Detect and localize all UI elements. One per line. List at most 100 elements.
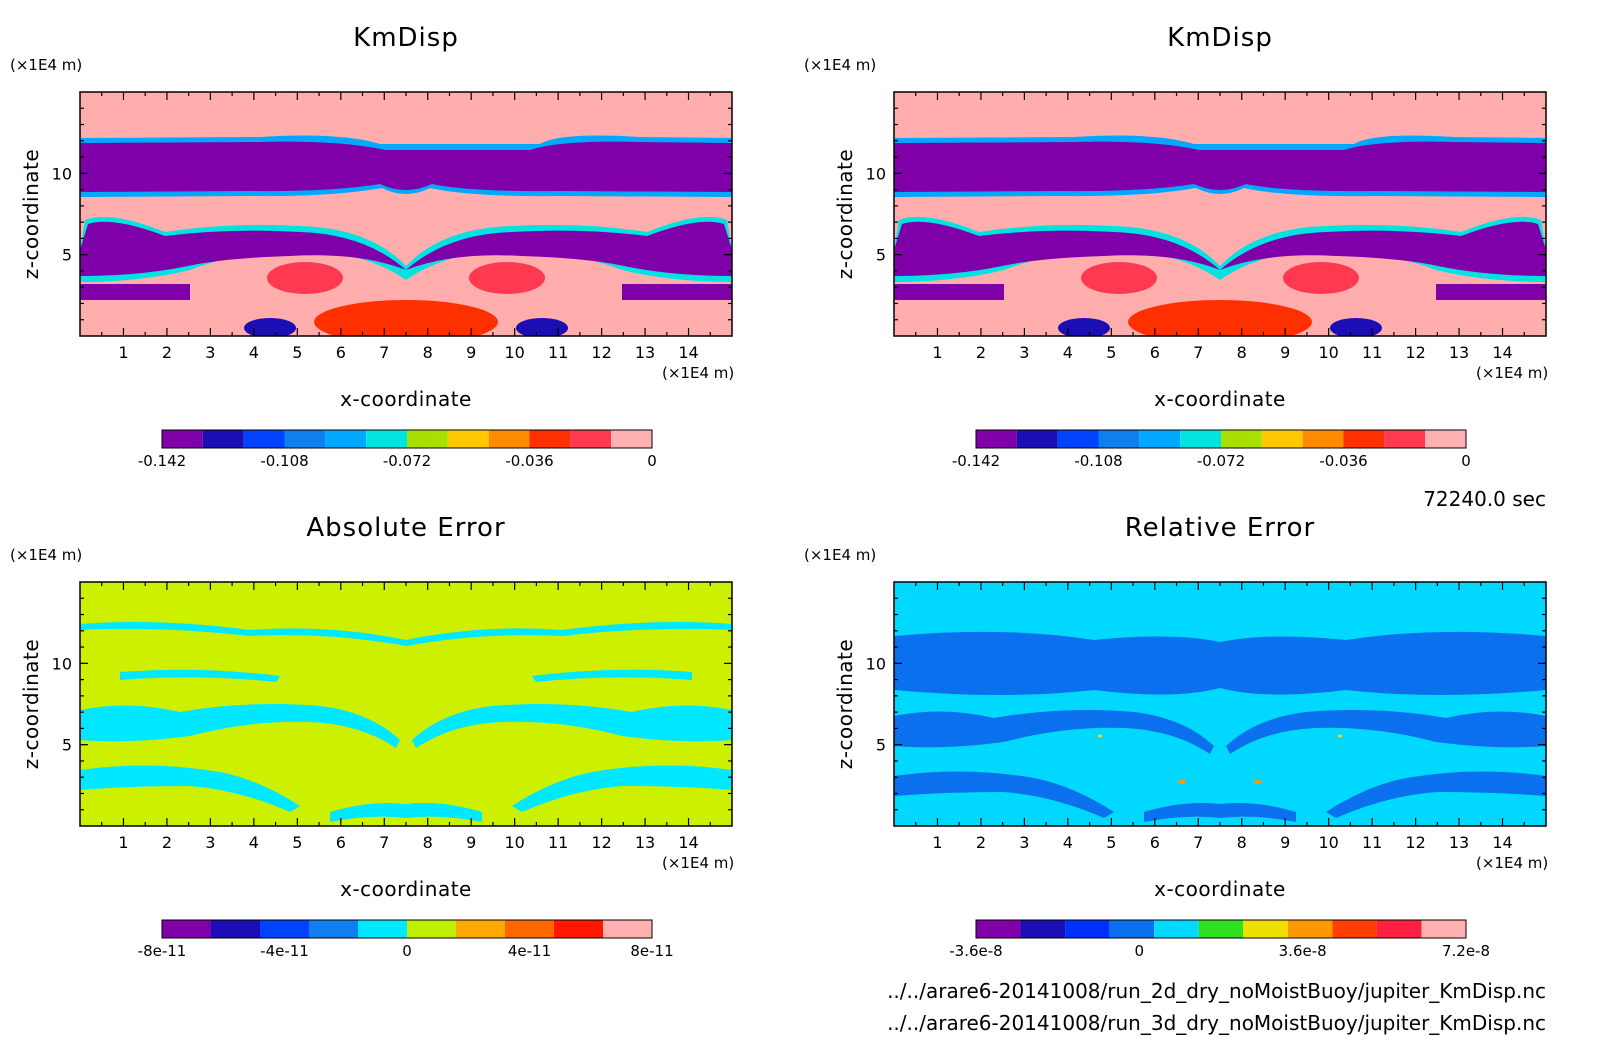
colorbar-label: -4e-11 <box>260 942 309 960</box>
field-low-band-left <box>80 284 190 300</box>
heatmap-field <box>80 582 732 826</box>
panel-title: KmDisp <box>1167 23 1273 53</box>
x-tick-label: 12 <box>591 833 611 852</box>
field-spot-yellow-left <box>1098 734 1102 738</box>
x-tick-label: 5 <box>292 833 302 852</box>
colorbar-frame <box>161 429 653 449</box>
x-tick-label: 4 <box>1063 833 1073 852</box>
colorbar-swatch <box>1376 920 1422 938</box>
y-tick-label: 5 <box>62 246 72 265</box>
colorbar-label: 0 <box>647 452 657 470</box>
y-unit-label: (×1E4 m) <box>10 546 82 564</box>
colorbar-label: 3.6e-8 <box>1279 942 1327 960</box>
colorbar-swatch <box>976 430 1017 448</box>
colorbar-swatch <box>325 430 367 448</box>
x-tick-label: 10 <box>1318 343 1338 362</box>
colorbar-swatch <box>1057 430 1099 448</box>
x-tick-label: 6 <box>1150 343 1160 362</box>
x-tick-label: 11 <box>548 833 568 852</box>
colorbar-swatch <box>488 430 530 448</box>
colorbar-label: 0 <box>1461 452 1471 470</box>
x-axis-label: x-coordinate <box>340 387 472 411</box>
x-tick-label: 9 <box>1280 833 1290 852</box>
field-patch-low-left <box>80 765 300 812</box>
y-tick-label: 10 <box>52 654 72 673</box>
field-upper-band <box>80 141 732 192</box>
field-mid-lobe-left <box>894 221 1220 276</box>
x-tick-label: 9 <box>466 343 476 362</box>
colorbar-swatch <box>407 920 456 938</box>
y-unit-label: (×1E4 m) <box>804 546 876 564</box>
x-tick-label: 10 <box>1318 833 1338 852</box>
field-low-band-left <box>894 284 1004 300</box>
field-patch-upper <box>894 631 1546 695</box>
colorbar-swatch <box>1154 920 1199 938</box>
colorbar-swatch <box>611 430 652 448</box>
x-tick-label: 10 <box>504 343 524 362</box>
x-axis-label: x-coordinate <box>1154 387 1286 411</box>
field-patch-mid-band <box>120 669 692 682</box>
x-tick-label: 2 <box>976 833 986 852</box>
x-tick-label: 12 <box>1405 833 1425 852</box>
colorbar-label: -0.142 <box>952 452 1000 470</box>
x-tick-label: 2 <box>976 343 986 362</box>
file-path-2: ../../arare6-20141008/run_3d_dry_noMoist… <box>887 1011 1546 1035</box>
x-tick-label: 11 <box>548 343 568 362</box>
x-tick-label: 5 <box>1106 343 1116 362</box>
colorbar-swatch <box>1139 430 1181 448</box>
x-tick-label: 13 <box>1449 833 1469 852</box>
field-ground-blue-right <box>1330 318 1382 336</box>
x-tick-label: 3 <box>205 343 215 362</box>
colorbar-swatch <box>603 920 652 938</box>
colorbar-swatch <box>1221 430 1262 448</box>
field-ground-red-right <box>1283 262 1359 294</box>
colorbar-swatch <box>358 920 407 938</box>
field-mid-lobe-right <box>1220 221 1546 276</box>
colorbar-swatch <box>456 920 505 938</box>
field-ground-red-right <box>469 262 545 294</box>
colorbar-swatch <box>243 430 285 448</box>
colorbar-frame <box>975 919 1467 939</box>
y-axis-label: z-coordinate <box>833 149 857 279</box>
colorbar: -8e-11 -4e-11 0 4e-11 8e-11 <box>138 919 674 960</box>
x-tick-label: 1 <box>118 833 128 852</box>
colorbar-label: -3.6e-8 <box>949 942 1002 960</box>
x-tick-label: 11 <box>1362 343 1382 362</box>
colorbar-swatch <box>529 430 571 448</box>
field-patch-low-right <box>1326 771 1546 818</box>
field-ground-red-center <box>1128 300 1312 336</box>
field-ground-red-left <box>267 262 343 294</box>
y-axis-label: z-coordinate <box>19 149 43 279</box>
y-tick-label: 5 <box>876 246 886 265</box>
x-tick-label: 1 <box>932 343 942 362</box>
colorbar-label: 7.2e-8 <box>1442 942 1490 960</box>
colorbar: -3.6e-8 0 3.6e-8 7.2e-8 <box>949 919 1490 960</box>
x-tick-label: 3 <box>1019 343 1029 362</box>
colorbar-swatch <box>976 920 1021 938</box>
heatmap-field <box>894 582 1546 826</box>
colorbar-swatch <box>162 920 211 938</box>
colorbar-swatch <box>1180 430 1221 448</box>
colorbar-swatch <box>1016 430 1058 448</box>
field-mid-lobe-right <box>406 221 732 276</box>
y-tick-label: 10 <box>52 164 72 183</box>
x-tick-label: 8 <box>423 833 433 852</box>
colorbar-label: -0.036 <box>505 452 553 470</box>
colorbar-label: -0.108 <box>1074 452 1122 470</box>
x-tick-label: 1 <box>932 833 942 852</box>
colorbar-swatch <box>1421 920 1466 938</box>
x-axis-label: x-coordinate <box>1154 877 1286 901</box>
x-tick-label: 4 <box>249 343 259 362</box>
x-tick-label: 14 <box>1492 343 1512 362</box>
colorbar-swatch <box>366 430 407 448</box>
x-tick-label: 12 <box>591 343 611 362</box>
x-tick-label: 7 <box>379 833 389 852</box>
field-patch-mid-right <box>1226 710 1546 754</box>
colorbar-label: 4e-11 <box>508 942 551 960</box>
colorbar-label: 0 <box>402 942 412 960</box>
colorbar: -0.142 -0.108 -0.072 -0.036 0 <box>952 429 1471 470</box>
field-spot-orange-left <box>1178 780 1186 784</box>
